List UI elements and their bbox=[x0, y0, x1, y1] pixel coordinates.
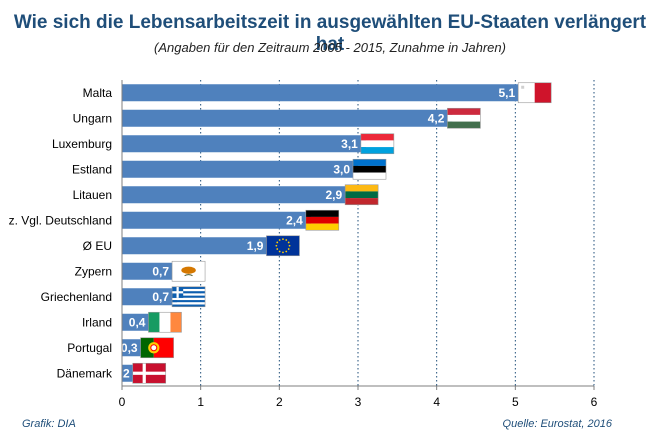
category-label: Dänemark bbox=[57, 366, 113, 380]
x-tick-label: 0 bbox=[119, 395, 126, 409]
hungary-flag-icon bbox=[447, 107, 481, 129]
bar bbox=[122, 262, 178, 280]
value-label: 4,2 bbox=[428, 111, 445, 125]
x-tick-label: 5 bbox=[512, 395, 519, 409]
category-label: Portugal bbox=[67, 341, 112, 355]
bar bbox=[122, 84, 524, 102]
bar bbox=[122, 186, 351, 204]
category-label: Estland bbox=[72, 162, 112, 176]
category-label: Ø EU bbox=[83, 239, 112, 253]
category-label: Litauen bbox=[73, 188, 112, 202]
bar bbox=[122, 288, 178, 306]
bar bbox=[122, 313, 154, 331]
value-label: 0,3 bbox=[121, 341, 138, 355]
value-label: 0,7 bbox=[152, 290, 169, 304]
value-label: 3,1 bbox=[341, 137, 358, 151]
gridlines bbox=[121, 80, 595, 390]
bar bbox=[122, 339, 146, 357]
chart-subtitle: (Angaben für den Zeitraum 2005 - 2015, Z… bbox=[154, 40, 506, 55]
footer-source: Quelle: Eurostat, 2016 bbox=[502, 418, 612, 430]
chart-title: Wie sich die Lebensarbeitszeit in ausgew… bbox=[13, 12, 647, 55]
greece-flag-icon bbox=[171, 286, 206, 308]
footer-credit: Grafik: DIA bbox=[22, 418, 76, 430]
x-tick-label: 3 bbox=[355, 395, 362, 409]
denmark-flag-icon bbox=[132, 362, 167, 384]
bar bbox=[122, 109, 453, 127]
malta-flag-icon bbox=[517, 82, 552, 104]
portugal-flag-icon bbox=[140, 337, 174, 359]
value-label: 3,0 bbox=[333, 162, 350, 176]
category-label: Ungarn bbox=[73, 111, 112, 125]
x-tick-label: 6 bbox=[591, 395, 598, 409]
x-tick-label: 1 bbox=[197, 395, 204, 409]
bar bbox=[122, 211, 311, 229]
flags bbox=[132, 82, 552, 384]
value-label: 5,1 bbox=[499, 86, 516, 100]
value-label: 0,4 bbox=[129, 315, 146, 329]
x-tick-label: 2 bbox=[276, 395, 283, 409]
value-label: 2,9 bbox=[325, 188, 342, 202]
germany-flag-icon bbox=[305, 209, 340, 231]
value-label: 2,4 bbox=[286, 213, 303, 227]
lithuania-flag-icon bbox=[344, 184, 379, 206]
category-label: z. Vgl. Deutschland bbox=[9, 213, 112, 227]
luxembourg-flag-icon bbox=[360, 133, 395, 155]
category-label: Irland bbox=[82, 315, 112, 329]
ireland-flag-icon bbox=[148, 311, 182, 333]
bars bbox=[122, 84, 524, 382]
category-label: Griechenland bbox=[41, 290, 112, 304]
value-label: 0,7 bbox=[152, 264, 169, 278]
value-label: 1,9 bbox=[247, 239, 264, 253]
bar bbox=[122, 135, 366, 153]
eu-flag-icon bbox=[266, 235, 300, 257]
labels: 0 1 2 3 4 5 6 Malta 5,1 Ungarn 4,2 Luxemburg 3,1 Estl… bbox=[9, 86, 598, 409]
bar bbox=[122, 160, 358, 178]
x-tick-label: 4 bbox=[433, 395, 440, 409]
category-label: Zypern bbox=[75, 264, 112, 278]
category-label: Luxemburg bbox=[52, 137, 112, 151]
estonia-flag-icon bbox=[352, 158, 387, 180]
category-label: Malta bbox=[83, 86, 113, 100]
bar bbox=[122, 237, 272, 255]
cyprus-flag-icon bbox=[171, 260, 206, 282]
